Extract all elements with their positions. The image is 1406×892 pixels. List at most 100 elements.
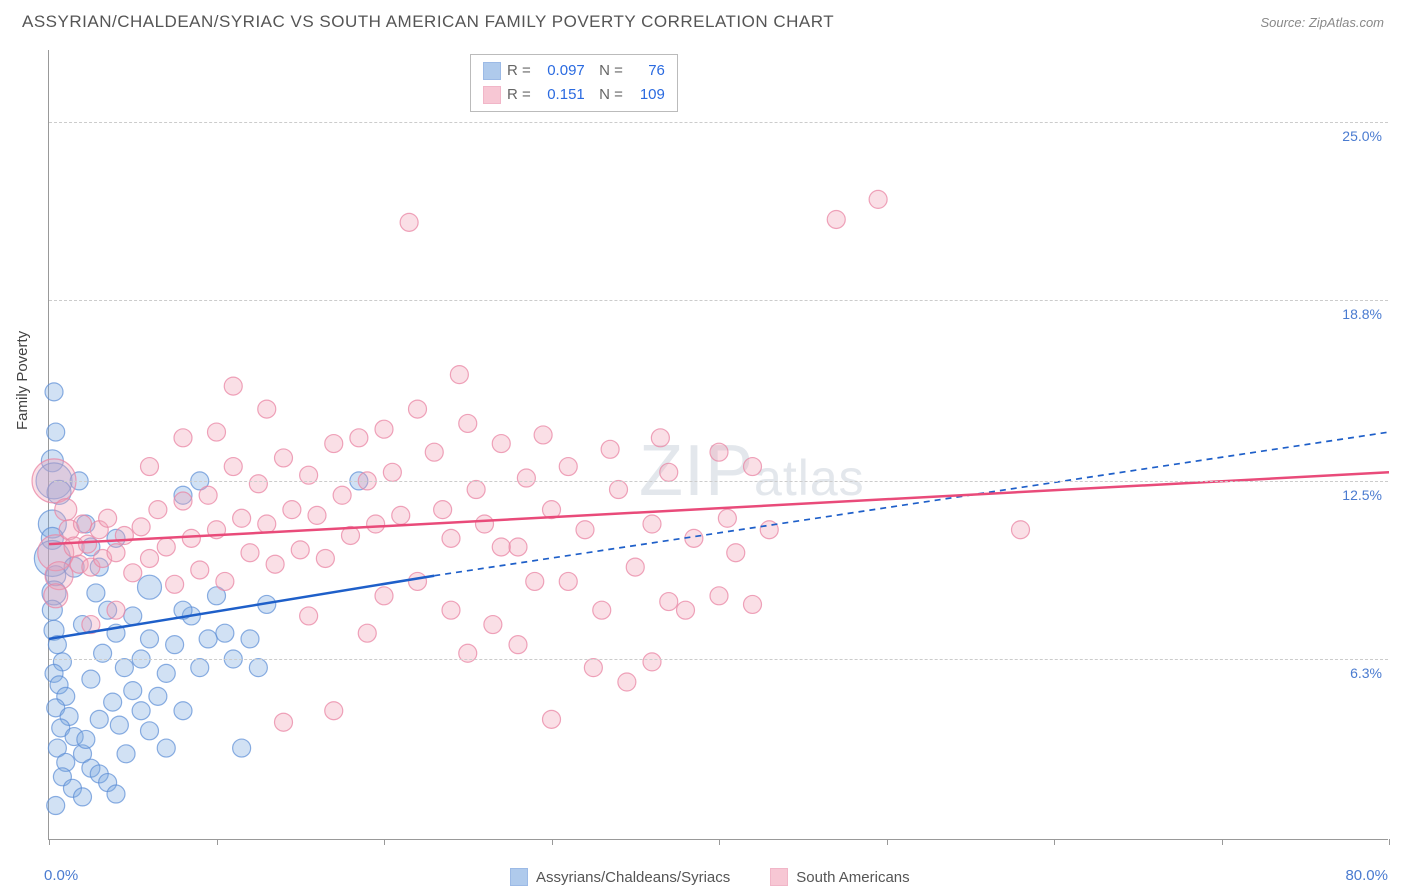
data-point <box>375 420 393 438</box>
data-point <box>104 693 122 711</box>
data-point <box>492 538 510 556</box>
data-point <box>526 572 544 590</box>
data-point <box>434 501 452 519</box>
data-point <box>45 383 63 401</box>
data-point <box>87 584 105 602</box>
data-point <box>643 653 661 671</box>
data-point <box>191 659 209 677</box>
data-point <box>82 670 100 688</box>
data-point <box>174 702 192 720</box>
data-point <box>141 549 159 567</box>
stats-r-label: R = <box>507 59 531 83</box>
data-point <box>442 529 460 547</box>
stats-n-value: 109 <box>629 83 665 107</box>
data-point <box>266 555 284 573</box>
data-point <box>216 572 234 590</box>
data-point <box>233 739 251 757</box>
data-point <box>467 481 485 499</box>
data-point <box>199 486 217 504</box>
data-point <box>199 630 217 648</box>
data-point <box>258 515 276 533</box>
data-point <box>224 458 242 476</box>
stats-row: R = 0.151 N = 109 <box>483 83 665 107</box>
data-point <box>241 544 259 562</box>
data-point <box>124 682 142 700</box>
legend-label: Assyrians/Chaldeans/Syriacs <box>536 869 730 886</box>
data-point <box>249 659 267 677</box>
data-point <box>718 509 736 527</box>
data-point <box>509 538 527 556</box>
y-axis-label: Family Poverty <box>14 331 31 430</box>
data-point <box>484 616 502 634</box>
data-point <box>492 435 510 453</box>
data-point <box>55 499 77 521</box>
data-point <box>727 544 745 562</box>
data-point <box>869 190 887 208</box>
stats-n-label: N = <box>591 59 623 83</box>
data-point <box>358 624 376 642</box>
y-tick-label: 25.0% <box>1342 128 1382 144</box>
scatter-plot-svg <box>49 50 1388 839</box>
data-point <box>138 575 162 599</box>
data-point <box>543 710 561 728</box>
data-point <box>79 535 97 553</box>
stats-r-label: R = <box>507 83 531 107</box>
data-point <box>744 595 762 613</box>
data-point <box>350 429 368 447</box>
data-point <box>258 400 276 418</box>
data-point <box>157 739 175 757</box>
data-point <box>409 572 427 590</box>
data-point <box>660 463 678 481</box>
data-point <box>115 526 133 544</box>
legend-swatch <box>770 868 788 886</box>
data-point <box>124 564 142 582</box>
data-point <box>166 575 184 593</box>
data-point <box>601 440 619 458</box>
data-point <box>610 481 628 499</box>
data-point <box>367 515 385 533</box>
data-point <box>459 414 477 432</box>
data-point <box>316 549 334 567</box>
data-point <box>241 630 259 648</box>
data-point <box>182 529 200 547</box>
data-point <box>275 713 293 731</box>
data-point <box>44 584 68 608</box>
data-point <box>99 509 117 527</box>
data-point <box>216 624 234 642</box>
data-point <box>157 538 175 556</box>
data-point <box>132 518 150 536</box>
data-point <box>47 797 65 815</box>
data-point <box>593 601 611 619</box>
data-point <box>249 475 267 493</box>
data-point <box>233 509 251 527</box>
legend-item: South Americans <box>770 868 909 886</box>
data-point <box>760 521 778 539</box>
data-point <box>107 544 125 562</box>
trend-line-extrapolated <box>434 432 1389 576</box>
data-point <box>425 443 443 461</box>
stats-r-value: 0.097 <box>537 59 585 83</box>
data-point <box>141 458 159 476</box>
data-point <box>124 607 142 625</box>
data-point <box>74 788 92 806</box>
data-point <box>157 664 175 682</box>
data-point <box>115 659 133 677</box>
data-point <box>174 492 192 510</box>
data-point <box>308 506 326 524</box>
data-point <box>392 506 410 524</box>
header: ASSYRIAN/CHALDEAN/SYRIAC VS SOUTH AMERIC… <box>0 0 1406 38</box>
chart-title: ASSYRIAN/CHALDEAN/SYRIAC VS SOUTH AMERIC… <box>22 12 834 32</box>
stats-r-value: 0.151 <box>537 83 585 107</box>
data-point <box>375 587 393 605</box>
source-label: Source: ZipAtlas.com <box>1260 15 1384 30</box>
data-point <box>534 426 552 444</box>
data-point <box>166 636 184 654</box>
data-point <box>149 687 167 705</box>
data-point <box>450 366 468 384</box>
legend-swatch <box>510 868 528 886</box>
bottom-legend: Assyrians/Chaldeans/Syriacs South America… <box>510 868 910 886</box>
data-point <box>141 630 159 648</box>
data-point <box>827 210 845 228</box>
data-point <box>325 702 343 720</box>
legend-swatch <box>483 86 501 104</box>
